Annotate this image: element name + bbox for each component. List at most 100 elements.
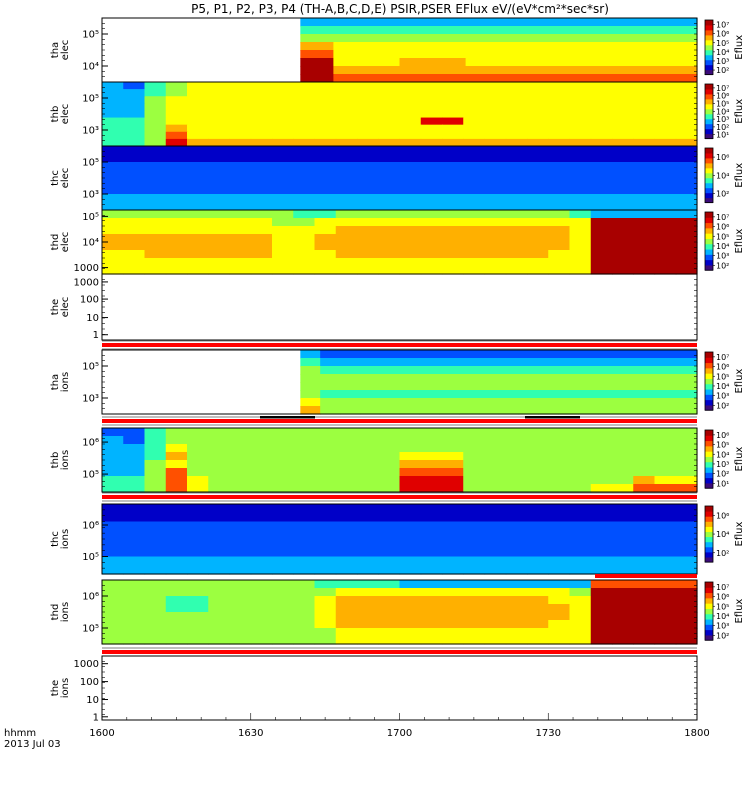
heatmap-cell (314, 117, 337, 126)
heatmap-cell (463, 82, 486, 90)
colorbar-tick-label: 10⁶ (716, 30, 729, 39)
flag-bar (102, 495, 697, 499)
heatmap-cell (359, 366, 381, 375)
heatmap-cell (498, 34, 533, 43)
colorbar-segment (705, 113, 713, 120)
heatmap-cell (675, 452, 698, 461)
heatmap-cell (208, 170, 231, 179)
heatmap-cell (165, 436, 188, 445)
heatmap-cell (675, 146, 698, 155)
heatmap-cell (569, 162, 592, 171)
colorbar-segment (705, 587, 713, 594)
heatmap-cell (654, 242, 677, 251)
heatmap-cell (144, 226, 167, 235)
colorbar-segment (705, 157, 713, 164)
heatmap-cell (612, 186, 634, 195)
heatmap-cell (484, 258, 507, 267)
heatmap-cell (439, 350, 460, 359)
colorbar-segment (705, 362, 713, 369)
heatmap-cell (663, 58, 698, 67)
heatmap-cell (633, 556, 656, 566)
heatmap-cell (187, 186, 209, 195)
heatmap-cell (300, 74, 334, 83)
heatmap-cell (498, 26, 533, 35)
heatmap-cell (505, 628, 528, 637)
heatmap-cell (399, 504, 422, 514)
heatmap-cell (463, 484, 486, 493)
heatmap-cell (272, 103, 294, 112)
heatmap-cell (102, 556, 124, 566)
heatmap-cell (229, 234, 252, 243)
colorbar-segment (705, 603, 713, 609)
panel-ylabel: elec (60, 40, 71, 61)
heatmap-cell (102, 162, 124, 171)
heatmap-cell (144, 636, 167, 645)
heatmap-cell (420, 82, 443, 90)
heatmap-cell (359, 398, 381, 407)
heatmap-cell (675, 103, 698, 112)
heatmap-cell (463, 512, 486, 523)
heatmap-cell (527, 131, 549, 140)
colorbar-segment (705, 152, 713, 159)
heatmap-cell (399, 484, 422, 493)
heatmap-cell (484, 117, 507, 126)
heatmap-cell (657, 366, 678, 375)
colorbar-segment (705, 227, 713, 234)
heatmap-cell (187, 476, 209, 485)
heatmap-cell (527, 202, 549, 211)
heatmap-cell (484, 218, 507, 227)
heatmap-cell (123, 218, 146, 227)
heatmap-cell (548, 476, 571, 485)
heatmap-cell (357, 547, 379, 558)
heatmap-cell (590, 234, 613, 243)
heatmap-cell (357, 436, 379, 445)
heatmap-cell (165, 588, 188, 597)
heatmap-cell (399, 178, 422, 187)
heatmap-cell (505, 178, 528, 187)
heatmap-cell (612, 512, 634, 523)
heatmap-cell (250, 620, 273, 629)
heatmap-cell (314, 556, 337, 566)
heatmap-cell (675, 612, 698, 621)
heatmap-cell (378, 512, 401, 523)
heatmap-cell (165, 117, 188, 126)
heatmap-cell (442, 620, 464, 629)
heatmap-cell (420, 218, 443, 227)
colorbar-label: Eflux (734, 229, 745, 254)
heatmap-cell (675, 96, 698, 104)
heatmap-cell (569, 82, 592, 90)
heatmap-cell (420, 565, 443, 575)
heatmap-cell (505, 428, 528, 437)
colorbar-tick-label: 10⁴ (716, 612, 729, 621)
colorbar-segment (705, 93, 713, 100)
heatmap-cell (123, 636, 146, 645)
heatmap-cell (612, 604, 634, 613)
heatmap-cell (657, 382, 678, 391)
heatmap-cell (484, 124, 507, 133)
heatmap-cell (578, 406, 599, 415)
heatmap-cell (569, 436, 592, 445)
heatmap-cell (250, 468, 273, 477)
heatmap-cell (442, 512, 464, 523)
heatmap-cell (459, 382, 480, 391)
heatmap-cell (144, 170, 167, 179)
heatmap-cell (378, 250, 401, 259)
heatmap-cell (357, 444, 379, 453)
heatmap-cell (654, 186, 677, 195)
heatmap-cell (229, 512, 252, 523)
heatmap-cell (590, 628, 613, 637)
heatmap-cell (300, 50, 334, 59)
heatmap-cell (569, 194, 592, 203)
heatmap-cell (165, 452, 188, 461)
heatmap-cell (442, 476, 464, 485)
heatmap-cell (612, 460, 634, 469)
heatmap-cell (102, 512, 124, 523)
heatmap-cell (569, 521, 592, 531)
heatmap-cell (378, 96, 401, 104)
heatmap-cell (654, 170, 677, 179)
heatmap-cell (399, 636, 422, 645)
heatmap-cell (548, 154, 571, 163)
heatmap-cell (123, 484, 146, 493)
heatmap-cell (320, 398, 341, 407)
heatmap-cell (590, 154, 613, 163)
